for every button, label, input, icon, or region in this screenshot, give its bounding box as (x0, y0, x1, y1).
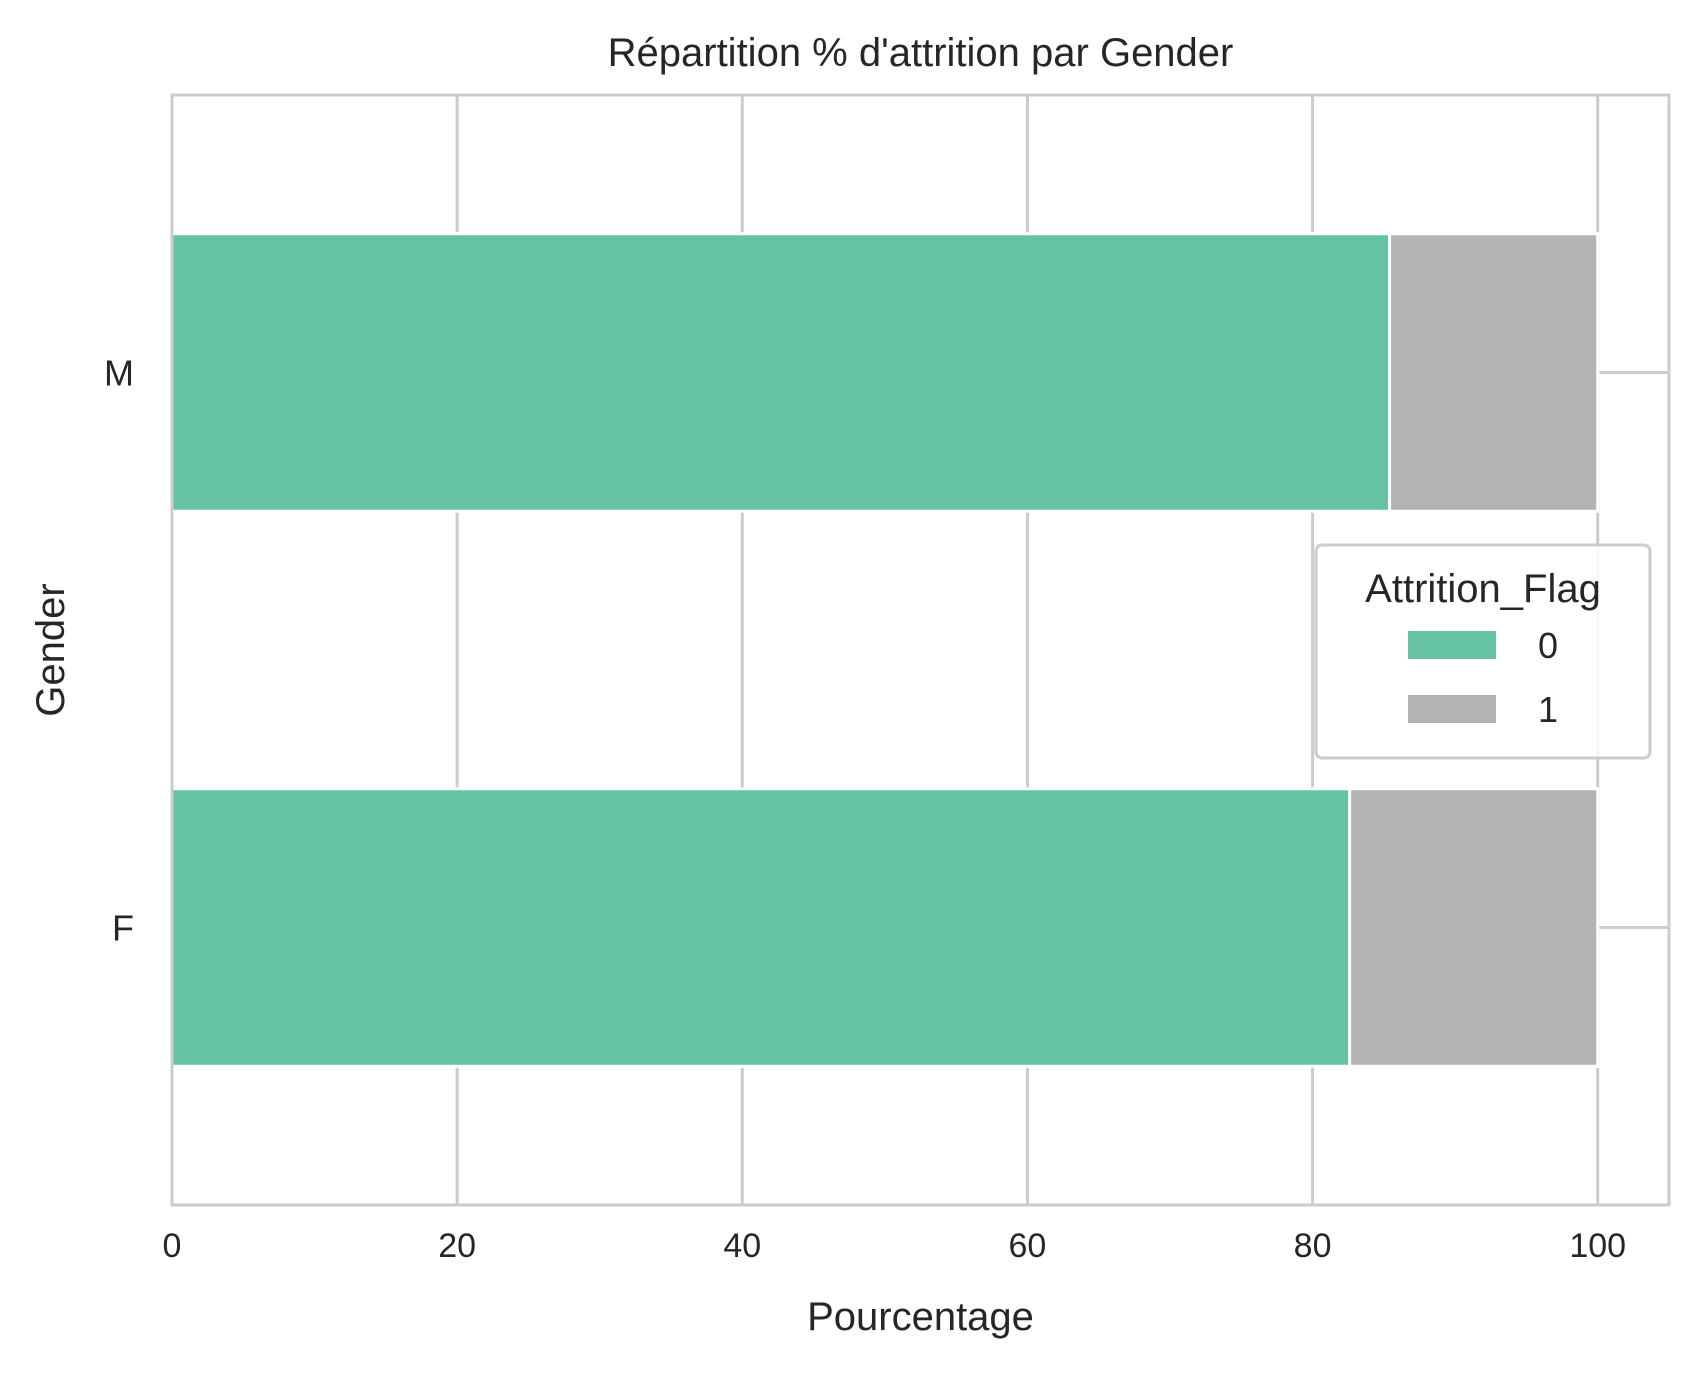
bar-segment (170, 232, 1392, 513)
plot-frame (170, 93, 1671, 1207)
x-tick-label: 40 (723, 1227, 761, 1265)
legend-title: Attrition_Flag (1365, 567, 1601, 611)
legend-swatch (1408, 695, 1496, 723)
bar-segment (1348, 787, 1600, 1068)
bar-segment (1388, 232, 1600, 513)
x-tick-label: 20 (438, 1227, 476, 1265)
bar-segment (170, 787, 1352, 1068)
legend: Attrition_Flag 01 (1314, 543, 1652, 760)
tick-labels: 0 20 40 60 80 100 M F (104, 353, 1626, 1266)
y-axis-label: Gender (29, 583, 73, 716)
x-tick-label: 0 (163, 1227, 182, 1265)
x-tick-label: 80 (1294, 1227, 1332, 1265)
chart-title: Répartition % d'attrition par Gender (608, 31, 1234, 75)
legend-swatch (1408, 631, 1496, 659)
y-tick-label: M (104, 353, 134, 394)
legend-label: 0 (1538, 625, 1558, 666)
x-tick-label: 60 (1009, 1227, 1047, 1265)
legend-entries: 01 (1408, 625, 1558, 730)
x-tick-label: 100 (1569, 1227, 1626, 1265)
y-tick-label: F (112, 908, 134, 949)
x-axis-label: Pourcentage (807, 1295, 1034, 1339)
legend-label: 1 (1538, 689, 1558, 730)
